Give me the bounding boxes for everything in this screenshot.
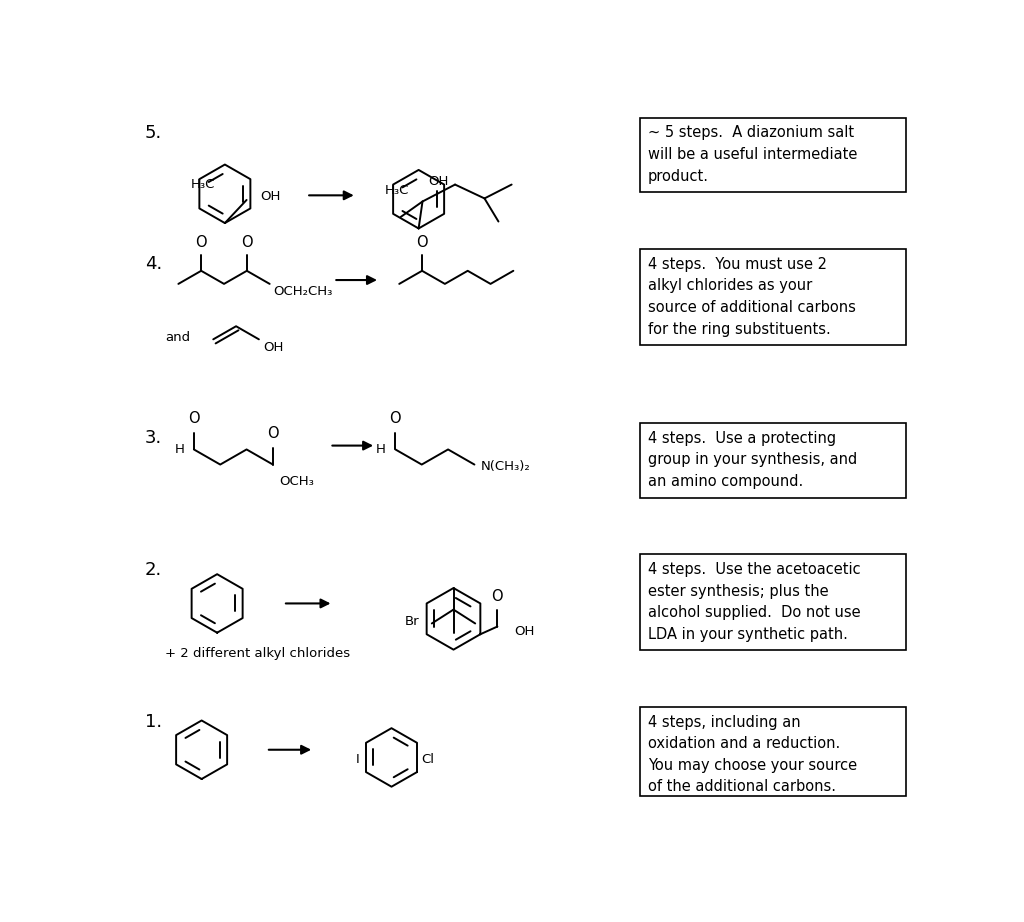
- Bar: [640, 707, 906, 796]
- Text: 4 steps.  Use the acetoacetic
ester synthesis; plus the
alcohol supplied.  Do no: 4 steps. Use the acetoacetic ester synth…: [647, 562, 860, 642]
- Text: OH: OH: [514, 625, 535, 638]
- Text: O: O: [389, 410, 401, 426]
- Bar: [640, 249, 906, 345]
- Text: Cl: Cl: [422, 753, 434, 766]
- Bar: [640, 423, 906, 498]
- Text: O: O: [241, 235, 253, 250]
- Text: 4 steps.  You must use 2
alkyl chlorides as your
source of additional carbons
fo: 4 steps. You must use 2 alkyl chlorides …: [647, 257, 855, 337]
- Text: and: and: [165, 331, 190, 344]
- Text: O: O: [267, 426, 279, 441]
- Text: O: O: [492, 589, 503, 604]
- Text: + 2 different alkyl chlorides: + 2 different alkyl chlorides: [165, 647, 350, 660]
- Text: OH: OH: [260, 190, 281, 204]
- Text: 4.: 4.: [145, 255, 162, 273]
- Text: 2.: 2.: [145, 561, 162, 578]
- Text: Br: Br: [404, 615, 419, 628]
- Text: 3.: 3.: [145, 429, 162, 447]
- Text: H₃C: H₃C: [191, 178, 216, 192]
- Text: 5.: 5.: [145, 124, 162, 142]
- Text: O: O: [188, 410, 200, 426]
- Bar: [640, 118, 906, 193]
- Text: H₃C: H₃C: [385, 183, 410, 196]
- Bar: [640, 554, 906, 650]
- Text: 4 steps.  Use a protecting
group in your synthesis, and
an amino compound.: 4 steps. Use a protecting group in your …: [647, 431, 857, 489]
- Text: OH: OH: [263, 341, 284, 354]
- Text: I: I: [356, 753, 359, 766]
- Text: N(CH₃)₂: N(CH₃)₂: [480, 459, 530, 473]
- Text: OH: OH: [429, 174, 450, 188]
- Text: OCH₃: OCH₃: [280, 476, 314, 489]
- Text: H: H: [376, 443, 386, 456]
- Text: 1.: 1.: [145, 713, 162, 731]
- Text: OCH₂CH₃: OCH₂CH₃: [273, 286, 333, 299]
- Text: ~ 5 steps.  A diazonium salt
will be a useful intermediate
product.: ~ 5 steps. A diazonium salt will be a us…: [647, 125, 857, 183]
- Text: O: O: [196, 235, 207, 250]
- Text: H: H: [175, 443, 184, 456]
- Text: 4 steps, including an
oxidation and a reduction.
You may choose your source
of t: 4 steps, including an oxidation and a re…: [647, 715, 857, 795]
- Text: O: O: [417, 235, 428, 250]
